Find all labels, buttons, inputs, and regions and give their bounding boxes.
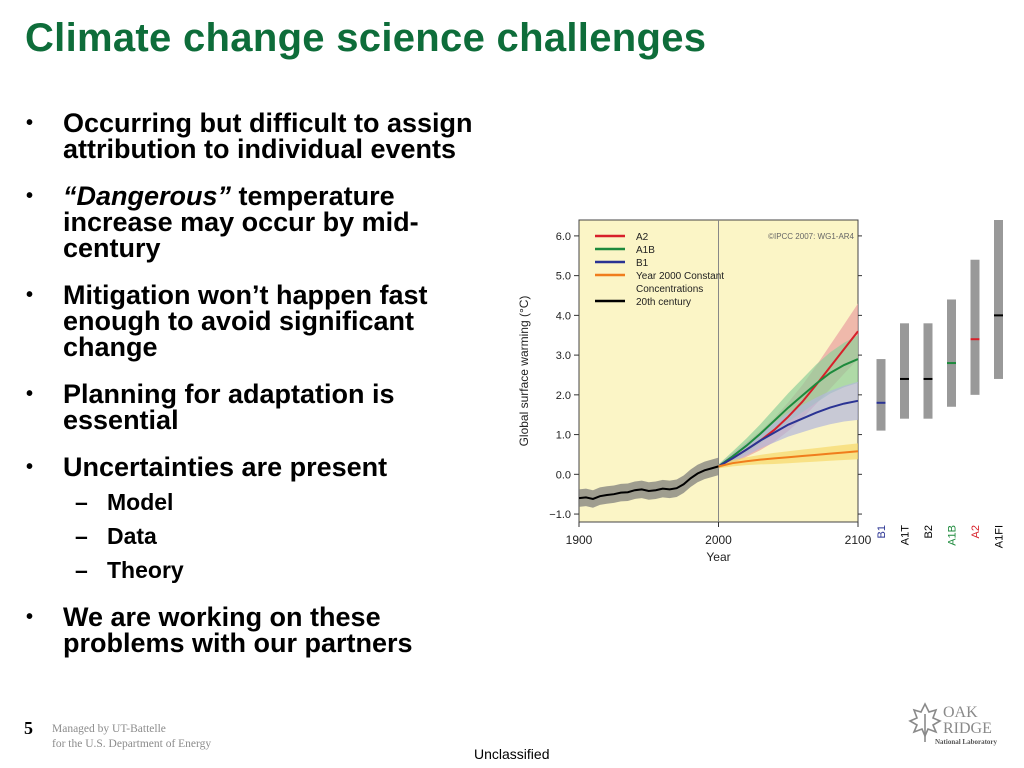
bullet-line: change: [63, 332, 158, 362]
copyright-credit: ©IPCC 2007: WG1-AR4: [768, 232, 854, 241]
range-bar: [947, 299, 956, 407]
bullet-line: century: [63, 233, 161, 263]
series-line: [718, 450, 859, 468]
scenario-label: B1: [876, 525, 888, 538]
legend-label: A2: [636, 232, 649, 243]
scenario-label: A1FI: [994, 525, 1006, 548]
x-tick-label: 1900: [566, 533, 593, 547]
sub-bullet-item: – Data: [24, 524, 544, 548]
scenario-label: B2: [923, 525, 935, 538]
logo-national-laboratory: National Laboratory: [935, 738, 998, 746]
sub-bullet-item: – Model: [24, 490, 544, 514]
bullet-line: We are working on these: [63, 602, 381, 632]
slide-title: Climate change science challenges: [25, 16, 707, 60]
sub-bullet-label: Data: [107, 523, 157, 549]
range-bar: [923, 323, 933, 419]
uncertainty-band: [718, 443, 858, 469]
y-tick-label: 5.0: [556, 271, 571, 283]
bullet-line: enough to avoid significant: [63, 306, 414, 336]
bullet-line: essential: [63, 405, 179, 435]
y-tick-label: 6.0: [556, 231, 571, 243]
bullet-item: • We are working on these problems with …: [24, 602, 544, 658]
x-tick-label: 2100: [845, 533, 872, 547]
legend-label: A1B: [636, 245, 655, 256]
y-tick-label: 2.0: [556, 390, 571, 402]
scenario-label: A2: [970, 525, 982, 538]
y-tick-label: 0.0: [556, 469, 571, 481]
logo-oak: OAK: [943, 704, 978, 721]
y-tick-label: 3.0: [556, 350, 571, 362]
bullet-dot: •: [26, 456, 34, 478]
sub-bullet-label: Theory: [107, 557, 184, 583]
scenario-label: A1B: [947, 525, 959, 546]
y-tick-label: 1.0: [556, 430, 571, 442]
legend-label: B1: [636, 258, 649, 269]
y-axis-label: Global surface warming (°C): [517, 296, 531, 447]
logo-ridge: RIDGE: [943, 720, 992, 737]
emphasis-text: “Dangerous”: [63, 181, 232, 211]
sub-bullet-label: Model: [107, 489, 174, 515]
y-tick-label: −1.0: [549, 509, 571, 521]
bullet-line: attribution to individual events: [63, 134, 457, 164]
x-tick-label: 2000: [705, 533, 732, 547]
bullet-item: • Planning for adaptation is essential: [24, 379, 544, 435]
bullet-line: “Dangerous” temperature: [63, 181, 544, 211]
bullet-line: increase may occur by mid-: [63, 207, 419, 237]
bullet-dot: •: [26, 284, 34, 306]
series-line: [578, 465, 719, 500]
series-line: [717, 358, 859, 468]
legend-label: Year 2000 Constant: [636, 271, 724, 282]
bullet-list: • Occurring but difficult to assign attr…: [24, 110, 544, 677]
page-number: 5: [24, 718, 33, 738]
managed-by-text: Managed by UT-Battelle for the U.S. Depa…: [52, 722, 211, 752]
bullet-line: problems with our partners: [63, 628, 413, 658]
bullet-line: Planning for adaptation is: [63, 379, 395, 409]
bullet-dot: •: [26, 112, 34, 134]
bullet-line: Occurring but difficult to assign: [63, 108, 473, 138]
managed-line: Managed by UT-Battelle: [52, 723, 166, 735]
sub-bullet-dash: –: [75, 557, 88, 583]
bullet-item: • Mitigation won’t happen fast enough to…: [24, 280, 544, 362]
sub-bullet-dash: –: [75, 489, 88, 515]
bullet-line-text: temperature: [231, 181, 395, 211]
x-axis-label: Year: [706, 550, 730, 564]
range-bar: [994, 220, 1003, 379]
sub-bullet-dash: –: [75, 523, 88, 549]
bullet-item: • Uncertainties are present: [24, 452, 544, 482]
sub-bullet-item: – Theory: [24, 558, 544, 582]
scenario-label: A1T: [900, 525, 912, 545]
bullet-dot: •: [26, 185, 34, 207]
oak-ridge-logo: OAK RIDGE National Laboratory: [908, 702, 998, 746]
leaf-icon: [908, 702, 942, 742]
bullet-line: Mitigation won’t happen fast: [63, 280, 428, 310]
warming-projection-chart: −1.0 0.0 1.0 2.0 3.0 4.0 5.0 6.0 1900 2000 2100 Yea…: [517, 219, 1006, 564]
y-tick-label: 4.0: [556, 310, 571, 322]
uncertainty-band: [718, 335, 858, 469]
bullet-item: • Occurring but difficult to assign attr…: [24, 108, 544, 164]
bullet-dot: •: [26, 383, 34, 405]
managed-line: for the U.S. Department of Energy: [52, 738, 212, 750]
bullet-line: Uncertainties are present: [63, 452, 388, 482]
classification-label: Unclassified: [474, 746, 550, 762]
series-line: [718, 399, 859, 468]
range-bar: [970, 259, 980, 395]
range-bar: [900, 323, 909, 419]
bullet-dot: •: [26, 606, 34, 628]
sub-bullet-list: – Model – Data – Theory: [24, 490, 544, 582]
legend-label: Concentrations: [636, 284, 703, 295]
range-bar: [876, 359, 886, 431]
legend-label: 20th century: [636, 297, 691, 308]
bullet-item: • “Dangerous” temperature increase may o…: [24, 181, 544, 263]
